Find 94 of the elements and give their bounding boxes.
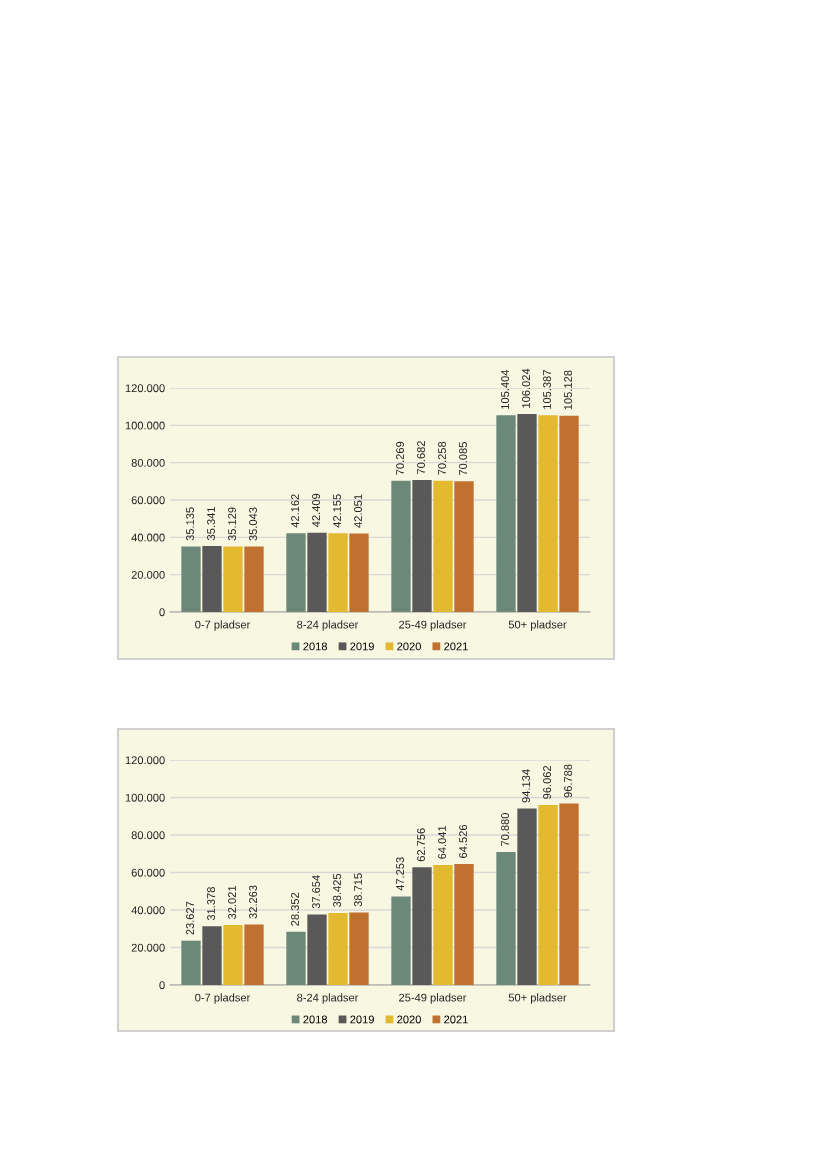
data-label: 96.062 — [543, 765, 551, 799]
bar — [244, 924, 264, 985]
x-tick-label: 0-7 pladser — [195, 993, 251, 1004]
data-label: 105.128 — [564, 370, 572, 410]
bar — [286, 533, 306, 612]
bar — [517, 808, 537, 985]
bar — [559, 803, 579, 985]
data-label: 94.134 — [522, 769, 530, 803]
data-label: 35.043 — [249, 507, 257, 541]
data-label: 64.526 — [459, 824, 467, 858]
bar — [328, 912, 348, 985]
bar — [454, 481, 474, 612]
y-tick-label: 100.000 — [125, 793, 165, 802]
bar — [244, 546, 264, 612]
bar — [181, 546, 201, 612]
data-label: 70.880 — [501, 812, 509, 846]
x-tick-label: 0-7 pladser — [195, 620, 251, 631]
bar — [496, 852, 516, 985]
bar — [202, 926, 222, 985]
data-label: 64.041 — [438, 825, 446, 859]
data-label: 35.129 — [228, 507, 236, 541]
x-tick-label: 50+ pladser — [508, 620, 567, 631]
data-label: 37.654 — [312, 875, 320, 909]
y-tick-label: 60.000 — [131, 496, 165, 505]
bar — [454, 864, 474, 985]
y-tick-label: 0 — [159, 981, 165, 990]
bar — [496, 415, 516, 612]
legend-label: 2018 — [303, 642, 328, 651]
bar — [202, 546, 222, 612]
bar — [307, 532, 327, 612]
x-tick-label: 25-49 pladser — [399, 620, 467, 631]
data-label: 62.756 — [417, 828, 425, 862]
y-tick-label: 20.000 — [131, 570, 165, 579]
y-tick-label: 60.000 — [131, 868, 165, 877]
legend-label: 2021 — [444, 1015, 468, 1024]
y-tick-label: 80.000 — [131, 458, 165, 467]
data-label: 23.627 — [186, 901, 194, 935]
bar — [412, 480, 432, 612]
bar — [433, 480, 453, 612]
bar — [307, 914, 327, 985]
data-label: 96.788 — [564, 764, 572, 798]
y-tick-label: 20.000 — [131, 943, 165, 952]
legend-label: 2018 — [303, 1015, 328, 1024]
data-label: 47.253 — [396, 857, 404, 891]
bar — [391, 480, 411, 612]
x-tick-label: 25-49 pladser — [399, 993, 467, 1004]
data-label: 105.387 — [543, 370, 551, 409]
data-label: 31.378 — [207, 887, 215, 921]
y-tick-label: 0 — [159, 608, 165, 617]
data-label: 42.162 — [291, 494, 299, 528]
data-label: 70.269 — [396, 441, 404, 475]
data-label: 105.404 — [501, 369, 509, 409]
legend-label: 2019 — [350, 1015, 374, 1024]
x-tick-label: 8-24 pladser — [297, 993, 359, 1004]
bar — [349, 912, 369, 985]
data-label: 28.352 — [291, 892, 299, 926]
data-label: 42.155 — [333, 494, 341, 528]
bar — [223, 546, 243, 612]
data-label: 38.715 — [354, 873, 362, 907]
bar — [559, 415, 579, 612]
legend-label: 2019 — [350, 642, 374, 651]
data-label: 70.682 — [417, 441, 425, 474]
data-label: 32.263 — [249, 885, 257, 919]
bar — [391, 896, 411, 985]
bar — [328, 533, 348, 612]
y-tick-label: 100.000 — [125, 421, 165, 430]
legend-label: 2021 — [444, 642, 468, 651]
data-label: 38.425 — [333, 873, 341, 907]
bar — [538, 415, 558, 612]
x-tick-label: 50+ pladser — [508, 993, 567, 1004]
bar — [181, 940, 201, 985]
y-tick-label: 40.000 — [131, 906, 165, 915]
y-tick-label: 120.000 — [125, 756, 165, 765]
data-label: 42.409 — [312, 493, 320, 528]
x-tick-label: 8-24 pladser — [297, 620, 359, 631]
data-label: 35.341 — [207, 507, 215, 541]
data-label: 35.135 — [186, 507, 194, 541]
data-label: 70.258 — [438, 441, 446, 475]
bar — [538, 804, 558, 985]
bar — [223, 924, 243, 985]
data-label: 70.085 — [459, 442, 467, 476]
bar — [412, 867, 432, 985]
legend-label: 2020 — [397, 1015, 421, 1024]
data-label: 106.024 — [522, 368, 530, 408]
bar — [286, 931, 306, 985]
y-tick-label: 40.000 — [131, 533, 165, 542]
data-label: 42.051 — [354, 494, 362, 528]
bar — [517, 414, 537, 612]
legend-label: 2020 — [397, 642, 421, 651]
bar — [349, 533, 369, 612]
y-tick-label: 120.000 — [125, 384, 165, 393]
data-label: 32.021 — [228, 885, 236, 919]
y-tick-label: 80.000 — [131, 831, 165, 840]
bar — [433, 864, 453, 985]
